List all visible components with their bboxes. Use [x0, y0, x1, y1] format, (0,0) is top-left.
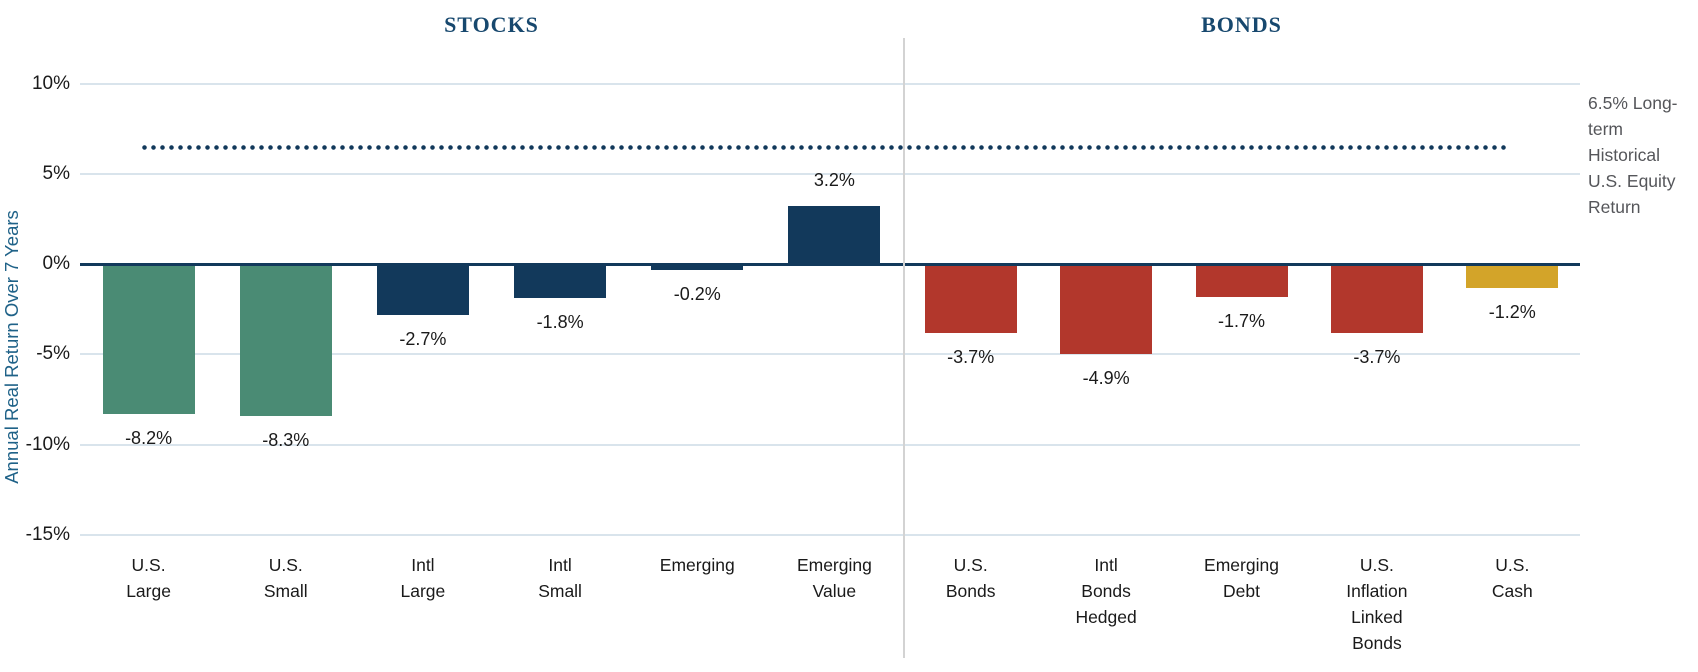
category-label: U.S. Bonds: [945, 555, 996, 601]
bar-intl-small: [514, 266, 607, 299]
value-label: -8.2%: [125, 428, 173, 448]
reference-line-annotation: 6.5% Long- term Historical U.S. Equity R…: [1588, 93, 1678, 217]
category-label: Emerging Debt: [1204, 555, 1279, 601]
bar-emerging-value: [788, 206, 881, 264]
y-tick-label: -5%: [36, 343, 70, 365]
bar-u.s.-bonds: [924, 266, 1017, 333]
reference-dotted-line: [140, 144, 1510, 150]
value-label: -3.7%: [1353, 346, 1401, 367]
value-label: -1.8%: [536, 312, 584, 333]
bar-intl-large: [376, 266, 469, 315]
bar-emerging-debt: [1195, 266, 1288, 297]
bar-u.s.-large: [102, 266, 195, 414]
category-label: U.S. Cash: [1491, 555, 1533, 601]
value-label: -2.7%: [399, 328, 447, 349]
category-label: U.S. Inflation Linked Bonds: [1346, 555, 1408, 653]
gridline--5: [80, 353, 1580, 356]
category-label: Intl Bonds Hedged: [1075, 555, 1137, 627]
y-tick-label: -10%: [25, 433, 70, 455]
value-label: -1.2%: [1488, 301, 1536, 322]
gridline--10: [80, 443, 1580, 446]
bar-u.s.-inflation-linked-bonds: [1330, 266, 1423, 333]
y-tick-label: 10%: [31, 72, 70, 94]
category-label: U.S. Small: [263, 555, 308, 601]
category-label: U.S. Large: [126, 555, 171, 601]
value-label: -4.9%: [1082, 368, 1130, 389]
y-tick-label: 5%: [42, 162, 70, 184]
bonds-section-title: BONDS: [1201, 12, 1282, 37]
category-label: Emerging Value: [796, 555, 872, 601]
gridline--15: [80, 533, 1580, 536]
gridline-5: [80, 172, 1580, 175]
category-label: Intl Large: [400, 555, 446, 601]
y-tick-label: -15%: [25, 523, 70, 545]
bar-emerging: [651, 266, 744, 270]
gridline-10: [80, 82, 1580, 85]
stocks-section-title: STOCKS: [444, 12, 539, 37]
category-label: Intl Small: [538, 555, 582, 601]
y-tick-label: 0%: [42, 253, 70, 274]
category-label: Emerging: [659, 555, 735, 575]
bar-u.s.-small: [239, 266, 332, 416]
bar-u.s.-cash: [1466, 266, 1559, 288]
stocks-bonds-divider: [903, 38, 905, 658]
bar-intl-bonds-hedged: [1060, 266, 1153, 355]
value-label: -3.7%: [947, 346, 995, 367]
value-label: 3.2%: [813, 170, 855, 191]
value-label: -0.2%: [673, 283, 721, 304]
value-label: -8.3%: [262, 429, 310, 450]
zero-axis-line: [80, 263, 1580, 266]
value-label: -1.7%: [1217, 310, 1266, 331]
